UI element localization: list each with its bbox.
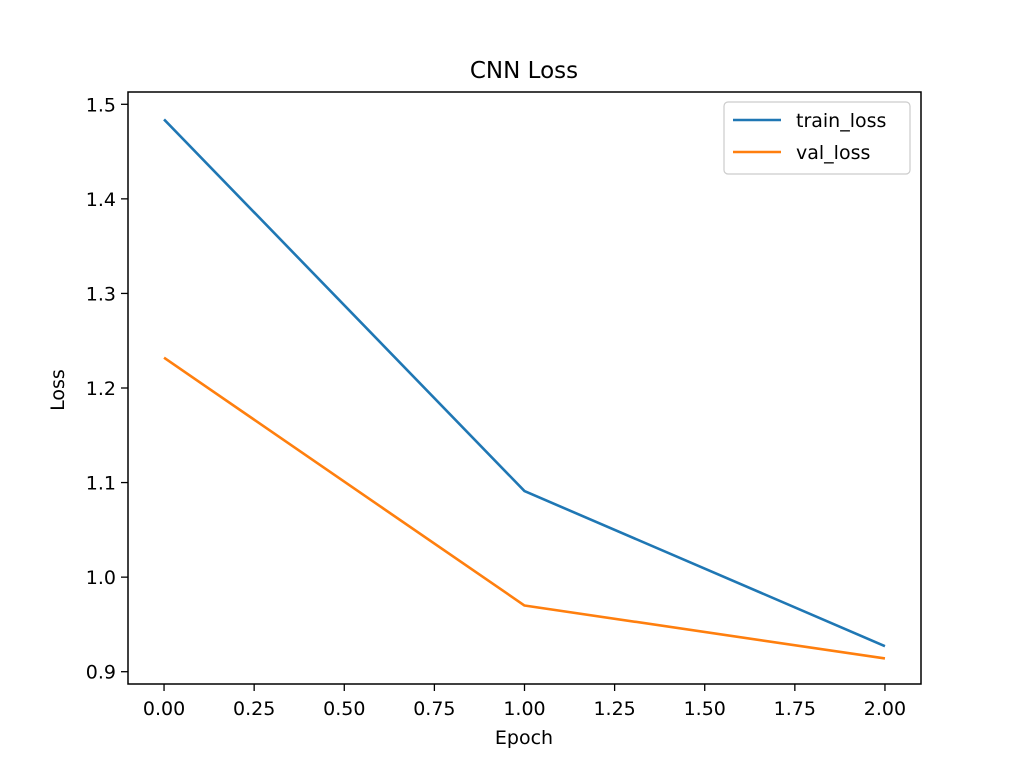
y-axis-label: Loss bbox=[47, 369, 69, 411]
x-tick-label: 0.75 bbox=[413, 698, 455, 720]
x-tick-label: 1.25 bbox=[593, 698, 635, 720]
y-tick-label: 1.3 bbox=[86, 283, 116, 305]
x-tick-label: 0.50 bbox=[323, 698, 365, 720]
x-axis-label: Epoch bbox=[495, 727, 553, 749]
legend: train_loss val_loss bbox=[723, 101, 911, 175]
y-tick-label: 1.1 bbox=[86, 473, 116, 495]
x-tick-label: 1.75 bbox=[774, 698, 816, 720]
legend-label-train-loss: train_loss bbox=[796, 110, 886, 132]
chart-title: CNN Loss bbox=[470, 58, 578, 84]
series-line-val-loss bbox=[163, 356, 886, 660]
y-axis: 0.9 1.0 1.1 1.2 1.3 1.4 1.5 bbox=[86, 94, 128, 684]
y-tick-label: 1.5 bbox=[86, 94, 116, 116]
x-tick-label: 0.00 bbox=[143, 698, 185, 720]
x-tick-label: 0.25 bbox=[233, 698, 275, 720]
series-line-train-loss bbox=[163, 118, 886, 648]
y-tick-label: 1.4 bbox=[86, 189, 116, 211]
x-axis: 0.00 0.25 0.50 0.75 1.00 1.25 1.50 1.75 2.00 bbox=[143, 684, 906, 720]
x-tick-label: 2.00 bbox=[864, 698, 906, 720]
y-tick-label: 1.2 bbox=[86, 378, 116, 400]
y-tick-label: 1.0 bbox=[86, 567, 116, 589]
plot-lines bbox=[163, 118, 886, 660]
x-tick-label: 1.00 bbox=[503, 698, 545, 720]
x-tick-label: 1.50 bbox=[684, 698, 726, 720]
y-tick-label: 0.9 bbox=[86, 662, 116, 684]
legend-label-val-loss: val_loss bbox=[796, 142, 870, 164]
